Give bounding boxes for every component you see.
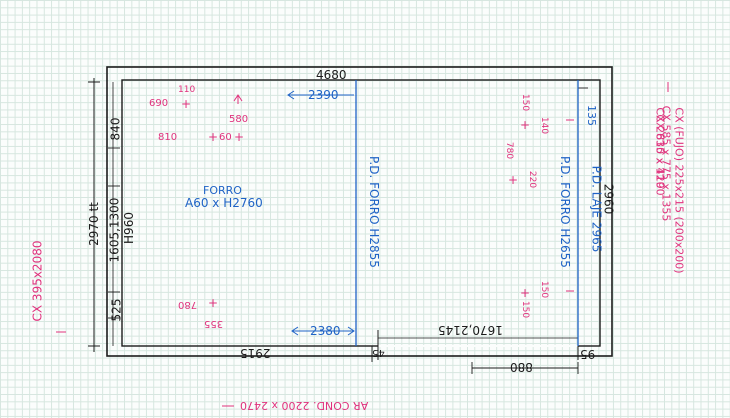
note-140: 140 [539,116,550,135]
note-right-4: CX 2810 x 1190 [653,107,667,196]
dim-left-bottom: 525 [109,298,124,322]
dim-arrow-2390: 2390 [308,88,339,102]
pd-forro-right: P.D. FORRO H2655 [557,156,572,268]
note-right-1: CX (FUJO) 225x215 (200x200) [672,107,686,274]
outlet-marker: + [208,296,219,310]
note-220: 220 [527,170,538,189]
dim-135: 135 [585,105,598,126]
dim-arrow-2380: 2380 [310,324,341,338]
note-bottom-ar: AR COND. 2200 x 2470 [240,399,369,412]
note-690: 690 [149,98,169,109]
note-60: 60 [219,132,232,143]
dim-right-height: 2960 [601,183,616,215]
note-580: 580 [229,114,249,125]
dim-left-h960: H960 [121,212,136,244]
note-810: 810 [158,132,178,143]
dim-top-width: 4680 [316,68,347,82]
arrow-2380-head [291,326,299,336]
arrow-2380-head-right [347,326,355,336]
pd-forro-left: P.D. FORRO H2855 [366,156,381,268]
note-110: 110 [178,85,196,95]
dim-left-top: 840 [108,117,123,141]
arrow-2390-head [287,90,295,100]
note-150-b: 150 [539,280,550,299]
forro-spec: A60 x H2760 [185,196,263,210]
dim-left-mid: 1605,1300 [107,197,122,263]
outlet-marker: + [520,118,531,132]
dim-bottom-outside: 880 [510,360,533,374]
outlet-marker: + [520,286,531,300]
outlet-marker: + [208,130,219,144]
outlet-marker: + [234,130,245,144]
dim-opening-bottom: 1670,2145 [438,323,503,337]
pd-laje: P.D. LAJE 2965 [589,165,604,253]
outer-wall [106,66,613,357]
dim-bottom-right: 95 [580,347,596,361]
dim-left-height: 2970 tt [86,202,101,246]
inner-wall [121,79,601,347]
note-780-left: 780 [178,299,198,310]
dim-bottom-left: 2915 [240,346,271,360]
note-150-c: 150 [520,300,531,319]
note-150-a: 150 [520,93,531,112]
outlet-marker: + [181,97,192,111]
dim-bottom-small: 45 [372,347,385,358]
outlet-marker: + [508,173,519,187]
note-left-cx: CX 395x2080 [30,240,45,322]
note-355: 355 [204,318,224,329]
forro-label: FORRO [203,184,242,197]
note-780-right: 780 [504,141,515,160]
